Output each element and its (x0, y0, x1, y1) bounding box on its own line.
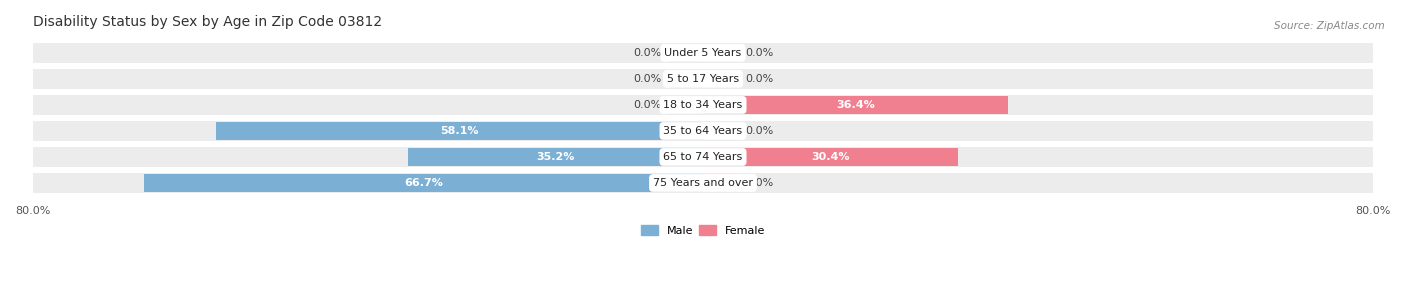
Text: 36.4%: 36.4% (837, 100, 875, 110)
Bar (32, 121, 1374, 141)
Text: 18 to 34 Years: 18 to 34 Years (664, 100, 742, 110)
Text: 66.7%: 66.7% (404, 178, 443, 188)
Text: 0.0%: 0.0% (633, 74, 661, 84)
Bar (32, 147, 1374, 167)
Text: Disability Status by Sex by Age in Zip Code 03812: Disability Status by Sex by Age in Zip C… (32, 15, 382, 29)
Text: 0.0%: 0.0% (745, 178, 773, 188)
Text: 30.4%: 30.4% (811, 152, 849, 162)
Bar (32, 69, 1374, 89)
Bar (32, 95, 1374, 115)
Text: 5 to 17 Years: 5 to 17 Years (666, 74, 740, 84)
Bar (217, 122, 703, 140)
Bar (669, 70, 703, 88)
Legend: Male, Female: Male, Female (637, 221, 769, 240)
Text: Under 5 Years: Under 5 Years (665, 48, 741, 58)
Bar (408, 148, 703, 166)
Text: 58.1%: 58.1% (440, 126, 479, 136)
Text: Source: ZipAtlas.com: Source: ZipAtlas.com (1274, 21, 1385, 31)
Text: 0.0%: 0.0% (745, 126, 773, 136)
Bar (703, 122, 737, 140)
Text: 35 to 64 Years: 35 to 64 Years (664, 126, 742, 136)
Bar (703, 174, 737, 192)
Bar (703, 70, 737, 88)
Text: 0.0%: 0.0% (633, 48, 661, 58)
Text: 65 to 74 Years: 65 to 74 Years (664, 152, 742, 162)
Text: 75 Years and over: 75 Years and over (652, 178, 754, 188)
Text: 0.0%: 0.0% (745, 48, 773, 58)
Bar (703, 44, 737, 62)
Text: 0.0%: 0.0% (633, 100, 661, 110)
Bar (669, 96, 703, 113)
Bar (32, 173, 1374, 193)
Text: 0.0%: 0.0% (745, 74, 773, 84)
Bar (145, 174, 703, 192)
Text: 35.2%: 35.2% (536, 152, 575, 162)
Bar (669, 44, 703, 62)
Bar (703, 148, 957, 166)
Bar (32, 43, 1374, 63)
Bar (703, 96, 1008, 113)
